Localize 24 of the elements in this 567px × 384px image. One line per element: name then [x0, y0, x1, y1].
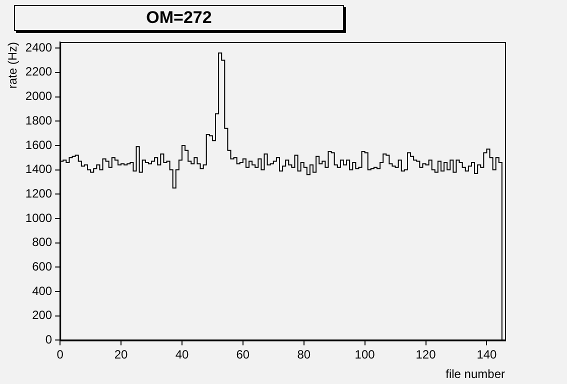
y-tick-label: 600: [32, 259, 52, 274]
y-tick-label: 800: [32, 235, 52, 250]
x-tick-label: 60: [236, 348, 250, 362]
x-tick-label: 20: [114, 348, 128, 362]
x-tick-label: 80: [297, 348, 311, 362]
y-tick-label: 1000: [25, 210, 52, 225]
y-tick-label: 1400: [25, 162, 52, 176]
x-tick-label: 120: [416, 348, 436, 362]
y-tick-label: 1600: [25, 138, 52, 152]
y-tick-label: 1800: [25, 113, 52, 128]
y-tick-label: 2000: [25, 89, 52, 104]
y-tick-label: 400: [32, 284, 52, 298]
y-tick-label: 200: [32, 308, 52, 322]
y-axis-title: rate (Hz): [6, 42, 20, 89]
y-tick-label: 2400: [25, 40, 52, 54]
x-tick-label: 40: [175, 348, 189, 362]
x-tick-label: 140: [476, 348, 498, 362]
x-tick-label: 100: [354, 348, 376, 362]
x-tick-label: 0: [56, 348, 64, 362]
y-tick-label: 2200: [25, 64, 52, 79]
y-tick-label: 1200: [25, 186, 52, 200]
x-axis-title: file number: [446, 367, 505, 382]
y-tick-label: 0: [45, 332, 52, 347]
chart-title: OM=272: [14, 5, 344, 31]
